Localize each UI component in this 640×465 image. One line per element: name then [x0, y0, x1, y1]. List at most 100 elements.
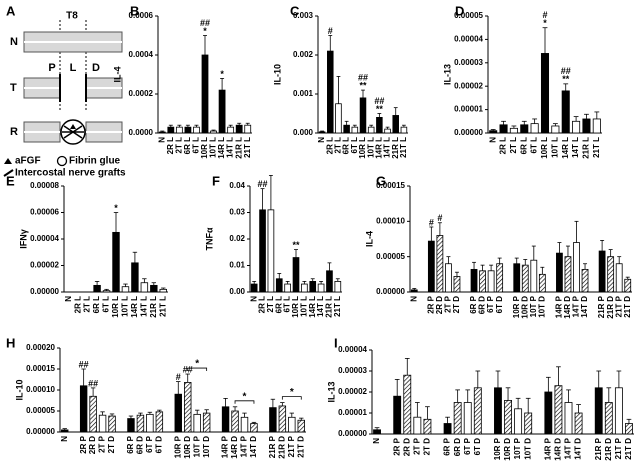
y-tick-label: 0.00005 [26, 406, 55, 415]
significance-mark: ## [200, 18, 210, 28]
x-tick-label: 14R L [374, 137, 383, 159]
x-tick-label: 10R D [503, 438, 512, 461]
x-tick-label: 2R D [402, 438, 411, 456]
bar [561, 90, 570, 134]
bar [93, 284, 101, 293]
bar [564, 402, 573, 435]
x-tick-label: 2R P [426, 295, 435, 313]
y-tick-label: 0.00004 [30, 234, 59, 243]
x-tick-label: 2R L [258, 296, 267, 313]
significance-mark: # [542, 10, 547, 20]
bar [479, 270, 486, 293]
x-tick-label: 2R L [325, 137, 334, 154]
x-tick-label: 21R D [604, 438, 613, 461]
x-tick-label: 14T L [139, 296, 148, 317]
bar [513, 263, 521, 293]
x-tick-label: 14R L [217, 137, 226, 159]
y-axis-title: IL-4 [364, 231, 374, 247]
y-tick-label: 0.01 [229, 261, 245, 270]
y-axis-title: TNFα [204, 227, 214, 250]
x-tick-label: 14T P [240, 435, 249, 457]
x-tick-label: 21R P [597, 295, 606, 318]
y-axis-title: IL-13 [442, 64, 452, 85]
y-axis-title: IL-10 [14, 379, 24, 400]
x-tick-label: 21R L [325, 296, 334, 318]
y-tick-label: 0.00002 [454, 81, 483, 90]
row-label: R [10, 126, 18, 138]
significance-mark: * [543, 18, 547, 28]
legend-afgf [4, 158, 12, 164]
bar [524, 412, 533, 435]
bar [625, 423, 633, 435]
bar [514, 408, 523, 435]
x-tick-label: 14T P [564, 437, 573, 459]
bar [102, 290, 111, 293]
bar [413, 416, 422, 435]
x-tick-label: 14R P [555, 295, 564, 318]
x-tick-label: 10R D [520, 296, 529, 319]
y-tick-label: 0.00010 [26, 385, 55, 394]
significance-mark: ## [88, 378, 98, 388]
y-tick-label: 0.00015 [26, 364, 55, 373]
y-tick-label: 0.00005 [454, 11, 483, 20]
bar [607, 256, 615, 293]
x-tick-label: 2R L [166, 137, 175, 154]
bar [202, 412, 211, 433]
row-label: T [10, 82, 17, 94]
bar [201, 54, 209, 134]
y-tick-label: 0.0006 [129, 11, 154, 20]
bar [174, 393, 182, 433]
x-tick-label: 21R D [606, 296, 615, 319]
y-axis-title: IFNγ [18, 229, 28, 249]
y-tick-label: 0.00003 [454, 58, 483, 67]
bracket [281, 396, 302, 400]
bar [301, 283, 308, 293]
significance-mark: ## [258, 179, 268, 189]
x-tick-label: 2T P [444, 295, 453, 313]
x-tick-label: 6T L [283, 296, 292, 313]
y-tick-label: 0.00000 [30, 287, 59, 296]
y-tick-label: 0.00002 [30, 261, 59, 270]
x-tick-label: 2T L [83, 296, 92, 313]
x-tick-label: 21R P [268, 435, 277, 458]
y-tick-label: 0.00004 [454, 35, 483, 44]
y-axis-title: IL-13 [326, 381, 336, 402]
x-tick-label: 10T L [121, 296, 130, 317]
bar [284, 283, 291, 293]
x-tick-label: N [488, 137, 497, 143]
y-tick-label: 0.00008 [30, 181, 59, 190]
y-tick-label: 0.0004 [129, 50, 154, 59]
bar [427, 240, 435, 293]
bar [521, 264, 529, 293]
y-tick-label: 0.03 [229, 208, 245, 217]
bar [520, 124, 529, 134]
panel-letter: B [130, 3, 139, 18]
bar [487, 270, 495, 293]
bar [436, 235, 444, 293]
y-tick-label: 0.00004 [338, 345, 367, 354]
bar [509, 127, 518, 134]
bar [184, 382, 192, 433]
bar [343, 124, 350, 134]
bar [335, 103, 342, 134]
significance-mark: * [203, 26, 207, 36]
x-tick-label: N [317, 137, 326, 143]
significance-mark: ## [358, 72, 368, 82]
bar [292, 257, 300, 293]
bar [155, 411, 164, 433]
x-tick-label: 14R L [130, 296, 139, 318]
bar [244, 124, 252, 134]
bar [393, 395, 402, 435]
bar [309, 280, 317, 293]
x-tick-label: 10R L [358, 137, 367, 159]
x-tick-label: 10R L [200, 137, 209, 159]
bar [327, 50, 334, 134]
y-tick-label: 0.02 [229, 234, 245, 243]
bar [359, 97, 367, 134]
bar [530, 259, 538, 293]
bar [540, 53, 550, 134]
bar [231, 410, 239, 433]
x-tick-label: 6R L [342, 137, 351, 154]
x-tick-label: N [372, 438, 381, 444]
x-tick-label: 14T D [574, 438, 583, 460]
